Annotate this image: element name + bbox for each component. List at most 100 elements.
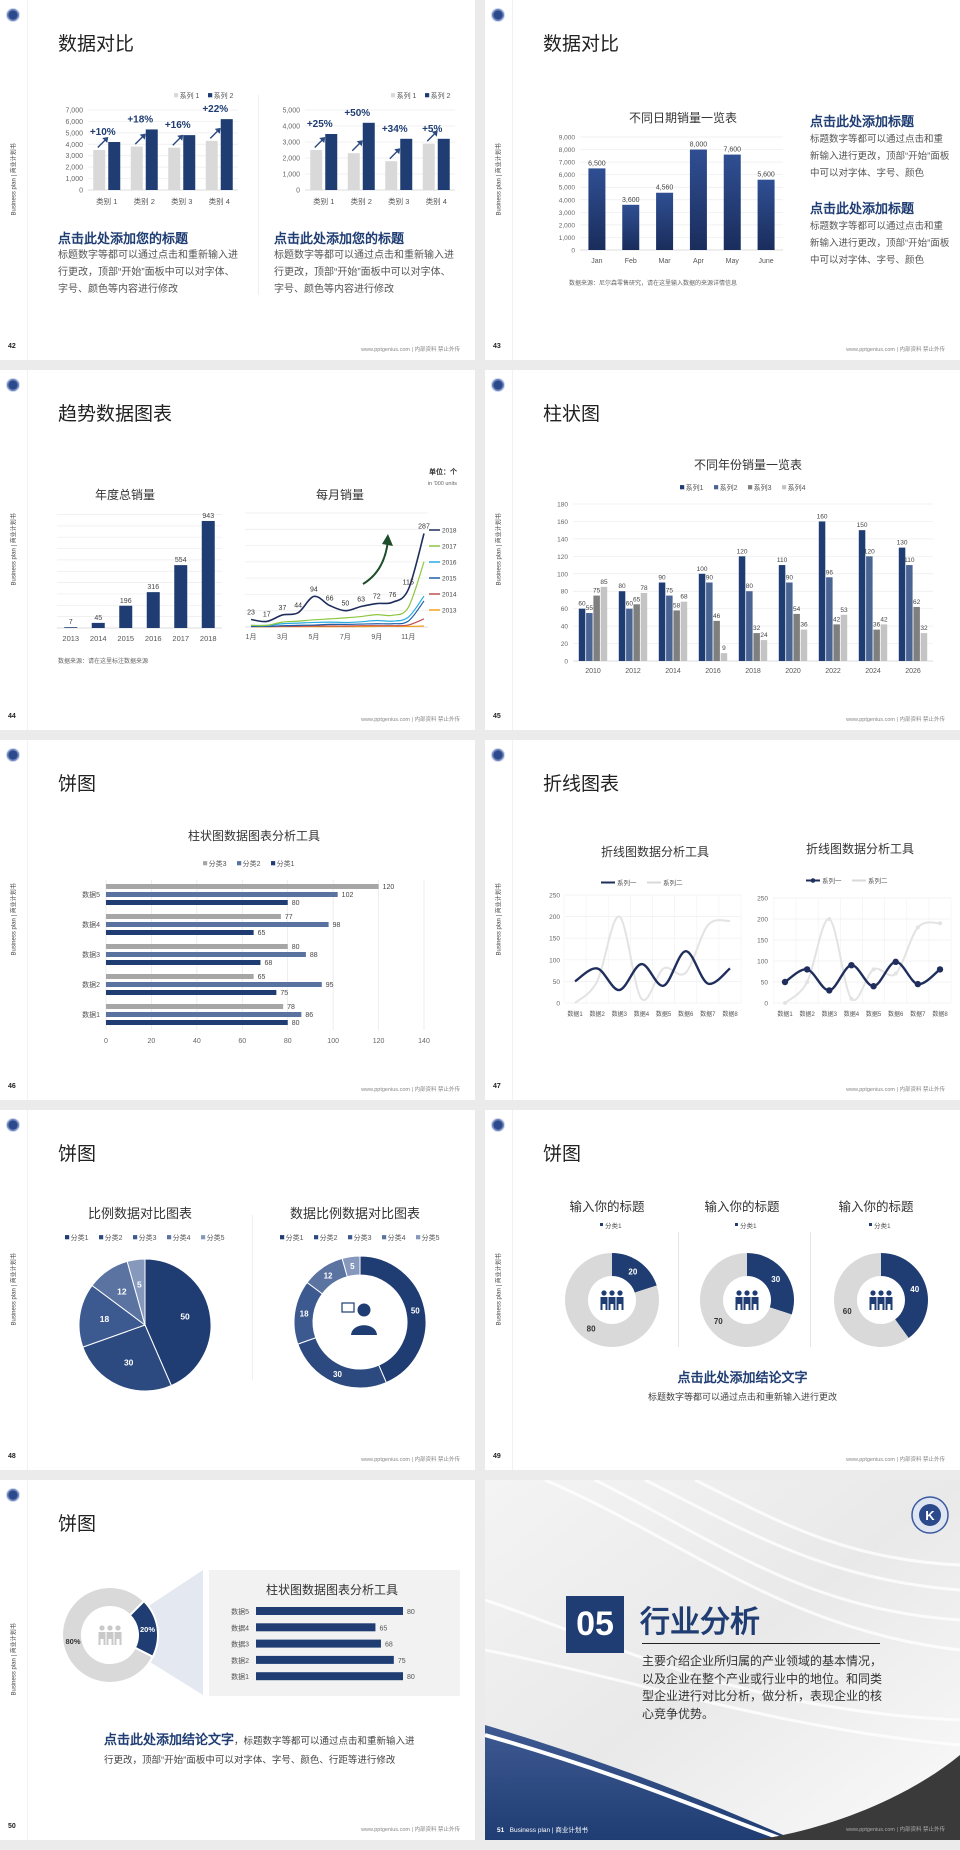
x-tick-label: 120	[373, 1038, 385, 1045]
chart-title: 比例数据对比图表	[88, 1206, 192, 1221]
x-tick-label: 2018	[745, 668, 761, 675]
data-label: 316	[147, 584, 159, 591]
connector-shape	[150, 1570, 203, 1695]
growth-annotation: +5%	[422, 124, 442, 135]
data-label: 7,600	[723, 147, 741, 154]
bar	[310, 150, 323, 190]
data-label: 7	[69, 619, 73, 626]
right-body[interactable]: 标题数字等都可以通过点击和重新输入进行更改，顶部“开始”面板中可以对字体、字号、…	[274, 250, 454, 295]
data-label: 65	[258, 974, 266, 981]
data-label: 102	[342, 892, 354, 899]
series-line	[250, 600, 425, 627]
legend-swatch-icon	[782, 485, 787, 490]
divider	[252, 1215, 253, 1380]
data-label: 85	[600, 579, 608, 586]
bar	[145, 129, 158, 190]
y-tick-label: 3,000	[65, 153, 83, 160]
slide-45[interactable]: 不同年份销量一览表 系列1 系列2 系列3 系列4 0 20 40 60 80 100 120 140 1…	[485, 370, 960, 730]
data-label: 9	[722, 645, 726, 652]
data-label: 943	[202, 513, 214, 520]
data-label: 55	[586, 605, 594, 612]
block-body[interactable]: 标题数字等都可以通过点击和重新输入进行更改，顶部“开始”面板中可以对字体、字号、…	[810, 221, 950, 266]
data-label: 65	[379, 1625, 387, 1632]
data-label: 36	[800, 622, 808, 629]
legend-label: 分类2	[243, 859, 261, 868]
side-label: Business plan | 商业计划书	[11, 513, 18, 586]
pie-slice	[359, 1255, 427, 1384]
side-label: Business plan | 商业计划书	[496, 143, 503, 216]
x-tick-label: 数据2	[799, 1010, 815, 1018]
x-tick-label: 数据1	[777, 1010, 793, 1018]
y-tick-label: 数据4	[82, 920, 100, 929]
legend-label: 分类3	[209, 859, 227, 868]
x-tick-label: 数据2	[589, 1010, 605, 1018]
section-background: K	[485, 1480, 960, 1840]
legend-swatch-icon	[391, 93, 396, 98]
y-tick-label: 6,000	[559, 172, 576, 179]
slice-label: 30	[124, 1358, 134, 1368]
bar	[833, 624, 840, 661]
legend-label: 2017	[442, 544, 457, 551]
slide-42[interactable]: 0 1,000 2,000 3,000 4,000 5,000 6,000 7,000 类别 1…	[0, 0, 475, 360]
left-body[interactable]: 标题数字等都可以通过点击和重新输入进行更改，顶部“开始”面板中可以对字体、字号、…	[58, 250, 238, 295]
bar	[385, 161, 398, 190]
section-body[interactable]: 主要介绍企业所归属的产业领域的基本情况，以及企业在整个产业或行业中的地位。和同类…	[642, 1654, 883, 1721]
y-tick-label: 40	[561, 624, 569, 631]
legend-label: 系列一	[822, 876, 842, 885]
conclusion[interactable]: 点击此处添加结论文字，标题数字等都可以通过点击和重新输入进行更改，顶部“开始”面…	[104, 1730, 424, 1770]
slide-49[interactable]: 输入你的标题 分类1 20 80 输入你的标题 分类1 30 70 输入你的标题 分类1 40 60 …	[485, 1110, 960, 1470]
x-tick-label: 2024	[865, 668, 881, 675]
slice-label: 12	[117, 1286, 127, 1296]
legend-swatch-icon	[174, 93, 179, 98]
data-label: 65	[258, 930, 266, 937]
bar	[786, 582, 793, 661]
pie-slice	[565, 1253, 659, 1347]
slide-47[interactable]: 折线图数据分析工具 系列一 系列二 0 50 100 150 200 250 数据1 数据2 数据3 数…	[485, 740, 960, 1100]
slide-43-chart: 不同日期销量一览表 0 1,000 2,000 3,000 4,000 5,000 6,000…	[559, 110, 783, 265]
chart-title: 柱状图数据图表分析工具	[266, 1582, 398, 1597]
conclusion-heading[interactable]: 点击此处添加结论文字	[677, 1370, 808, 1385]
left-heading[interactable]: 点击此处添加您的标题	[58, 231, 189, 246]
block-heading[interactable]: 点击此处添加标题	[810, 201, 915, 216]
x-tick-label: 数据5	[656, 1010, 672, 1018]
bar	[256, 1607, 403, 1615]
block-body[interactable]: 标题数字等都可以通过点击和重新输入进行更改，顶部“开始”面板中可以对字体、字号、…	[810, 134, 950, 179]
data-label: 77	[285, 914, 293, 921]
data-point	[892, 958, 899, 966]
series-line	[250, 561, 425, 627]
slide-46[interactable]: 柱状图数据图表分析工具 分类3 分类2 分类1 0 20 40 60 80 100 120 140 数据…	[0, 740, 475, 1100]
right-heading[interactable]: 点击此处添加您的标题	[274, 231, 405, 246]
team-icon	[617, 1290, 623, 1296]
bar	[106, 1020, 288, 1025]
legend-swatch-icon	[208, 93, 213, 98]
page-number: 50	[8, 1823, 16, 1830]
footer-text: www.pptgenius.com | 内部资料 禁止外传	[361, 347, 460, 353]
logo-icon	[491, 378, 505, 392]
slice-label: 18	[300, 1310, 309, 1319]
data-label: 3,600	[622, 197, 640, 204]
y-tick-label: 1,000	[65, 176, 83, 183]
bar	[880, 624, 888, 661]
team-icon	[877, 1297, 885, 1310]
legend-label: 分类1	[605, 1221, 622, 1230]
data-label: 94	[310, 586, 318, 593]
bar	[106, 922, 329, 927]
slide-44[interactable]: 年度总销量 2013 7 2014 45 2015 196 2016 316 2017 554 201…	[0, 370, 475, 730]
bar	[130, 146, 143, 190]
bar	[168, 147, 181, 190]
slide-51-section[interactable]: K 05 行业分析 主要介绍企业所归属的产业领域的基本情况，以及企业在整个产业或…	[485, 1480, 960, 1840]
block-heading[interactable]: 点击此处添加标题	[810, 114, 915, 129]
left-strip-divider	[27, 740, 28, 1100]
logo-icon	[6, 1488, 20, 1502]
slice-label: 40	[910, 1285, 919, 1294]
arrow-up-right-icon	[351, 140, 363, 152]
slide-43[interactable]: 不同日期销量一览表 0 1,000 2,000 3,000 4,000 5,000 6,000…	[485, 0, 960, 360]
bar	[106, 952, 306, 957]
slide-50[interactable]: 20% 80% 柱状图数据图表分析工具 数据5 80 数据4 65 数据3 68 数据2 75 数据1…	[0, 1480, 475, 1840]
x-tick-label: 2020	[785, 668, 801, 675]
left-strip-divider	[512, 1110, 513, 1470]
team-icon	[744, 1290, 750, 1296]
slide-48[interactable]: 比例数据对比图表 分类1 分类2 分类3 分类4 分类5 50 30 18 12 5 数据比例数据对比…	[0, 1110, 475, 1470]
y-tick-label: 160	[557, 519, 568, 526]
conclusion-body[interactable]: 标题数字等都可以通过点击和重新输入进行更改	[647, 1392, 837, 1402]
